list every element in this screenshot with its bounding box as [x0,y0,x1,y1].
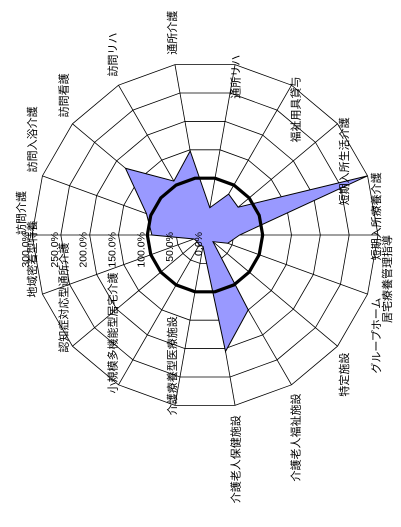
category-label: 介護老人福祉施設 [288,393,302,481]
category-label: 介護療養型医療施設 [165,316,179,415]
category-label: 福祉用具貸与 [288,77,302,143]
radial-tick-label: 0.0% [193,232,205,256]
category-label: グループホーム [369,298,383,374]
category-label: 短期入所療養介護 [369,172,383,260]
category-labels: 訪問介護 訪問入浴介護 訪問看護 訪問リハ 通所介護通所リハ福祉用具貸与短期入所生活介護… [14,11,394,503]
category-label: 通所介護 [165,11,179,55]
radial-tick-label: 100.0% [135,232,147,268]
category-label: 介護老人保健施設 [229,415,243,503]
category-label: 認知症対応型通所介護 [57,243,71,353]
series-area [125,151,367,351]
category-label: 訪問リハ [105,33,119,77]
category-label: 訪問介護 [14,191,28,235]
category-label: 小規模多機能型居宅介護 [105,272,119,393]
category-label: 特定施設 [337,353,351,397]
radial-tick-label: 150.0% [107,232,119,268]
radial-tick-label: 200.0% [78,232,90,268]
radial-tick-label: 50.0% [164,232,176,262]
category-label: 地域密着型特養 [25,221,39,298]
category-label: 訪問看護 [57,73,71,117]
category-label: 通所リハ [230,55,243,99]
category-label: 訪問入浴介護 [25,106,39,172]
category-label: 短期入所生活介護 [337,117,351,205]
series-layer [125,151,367,351]
